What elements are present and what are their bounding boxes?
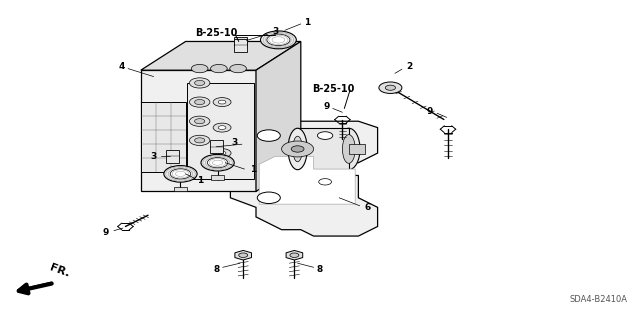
Bar [234,37,247,46]
Text: B-25-10: B-25-10 [195,28,237,39]
Circle shape [218,100,226,104]
Ellipse shape [292,136,303,162]
Polygon shape [256,41,301,191]
Polygon shape [298,128,349,170]
Bar [210,140,223,153]
Circle shape [189,135,210,145]
Bar [349,144,365,154]
Bar [211,175,224,180]
Polygon shape [141,70,256,191]
Polygon shape [141,41,301,70]
Circle shape [189,78,210,88]
Polygon shape [235,250,252,260]
Ellipse shape [338,128,360,170]
Text: 2: 2 [406,63,413,71]
Circle shape [195,138,205,143]
Circle shape [207,158,228,168]
Circle shape [260,31,296,49]
Text: 8: 8 [317,265,323,274]
Text: 1: 1 [250,165,256,174]
Text: 1: 1 [304,18,310,27]
Text: B-25-10: B-25-10 [312,84,355,94]
Bar [141,102,186,172]
Ellipse shape [288,128,307,170]
Text: 8: 8 [213,265,220,274]
Circle shape [239,253,248,257]
Circle shape [290,253,299,257]
Text: 4: 4 [118,63,125,71]
Circle shape [189,97,210,107]
Circle shape [195,119,205,124]
Circle shape [230,64,246,73]
Circle shape [379,82,402,93]
Circle shape [195,100,205,105]
Circle shape [164,166,197,182]
Text: 3: 3 [232,138,238,147]
Circle shape [257,130,280,141]
Circle shape [189,116,210,126]
Circle shape [385,85,396,90]
Circle shape [218,126,226,130]
Circle shape [282,141,314,157]
Text: FR.: FR. [48,262,70,278]
Circle shape [211,64,227,73]
Text: 1: 1 [197,176,204,185]
Polygon shape [259,156,355,204]
Circle shape [201,154,234,171]
Circle shape [213,149,231,158]
Circle shape [213,123,231,132]
Text: SDA4-B2410A: SDA4-B2410A [570,295,627,304]
Bar [174,187,187,191]
Text: 9: 9 [323,102,330,111]
Polygon shape [230,121,378,236]
Circle shape [191,64,208,73]
Circle shape [218,151,226,155]
Circle shape [317,132,333,139]
Text: 3: 3 [272,27,278,36]
Text: 6: 6 [365,203,371,212]
Circle shape [291,146,304,152]
Circle shape [267,34,290,46]
Circle shape [213,98,231,107]
Bar [166,150,179,163]
Circle shape [319,179,332,185]
Circle shape [257,192,280,204]
Bar [234,39,247,52]
Bar [187,83,254,179]
Polygon shape [286,250,303,260]
Circle shape [195,80,205,85]
Text: 9: 9 [102,228,109,237]
Text: 3: 3 [150,152,157,161]
Ellipse shape [342,135,355,163]
Circle shape [170,169,191,179]
Text: 9: 9 [427,107,433,116]
